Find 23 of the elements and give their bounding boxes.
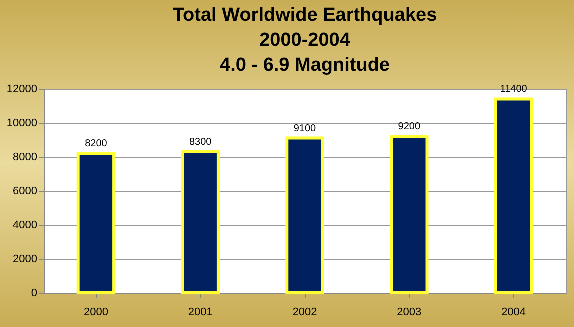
- bar: [286, 136, 324, 294]
- y-tick-label: 12000: [6, 84, 38, 96]
- data-label: 11400: [500, 84, 528, 96]
- bar: [181, 150, 220, 294]
- y-tick-label: 8000: [13, 152, 38, 164]
- data-label: 9100: [294, 123, 317, 134]
- bar: [494, 98, 534, 294]
- x-tick-label: 2004: [502, 306, 526, 318]
- y-tick-label: 10000: [6, 118, 38, 130]
- data-label: 8200: [85, 138, 108, 150]
- data-label: 9200: [398, 122, 421, 133]
- x-tick-label: 2000: [84, 306, 108, 318]
- y-tick-label: 4000: [13, 220, 38, 232]
- x-tick-label: 2001: [188, 306, 213, 318]
- bar: [76, 152, 116, 294]
- bar: [390, 135, 429, 294]
- y-tick-label: 6000: [13, 186, 38, 198]
- y-tick-label: 2000: [13, 254, 38, 266]
- data-label: 8300: [189, 136, 212, 148]
- x-tick-label: 2003: [397, 306, 422, 318]
- chart-title: Total Worldwide Earthquakes 2000-2004 4.0 - 6.9 Magnitude: [172, 5, 438, 76]
- x-tick-label: 2002: [292, 306, 318, 318]
- y-tick-label: 0: [31, 288, 38, 300]
